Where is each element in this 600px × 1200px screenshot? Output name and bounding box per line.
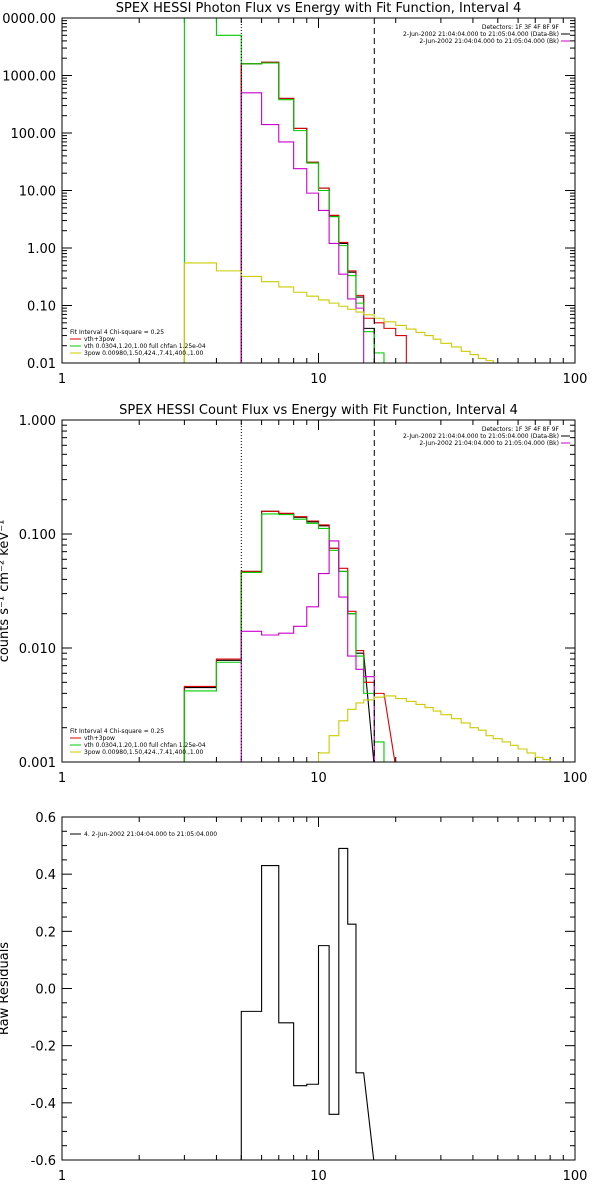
x-tick-label: 100 (563, 771, 588, 786)
x-tick-label: 1 (58, 771, 66, 786)
series-line-4 (240, 540, 375, 762)
y-tick-label: 0.2 (35, 925, 56, 940)
legend-label: vth+3pow (84, 735, 115, 742)
y-tick-label: 0.6 (35, 811, 56, 826)
y-tick-label: 100.00 (11, 127, 57, 142)
x-tick-label: 10 (310, 372, 327, 387)
y-axis-ticks: 0.01 0.10 1.00 10.00 100.00 1000.00 0000.00 (2, 12, 575, 372)
y-tick-label: 10.00 (19, 185, 56, 200)
y-axis-label: counts s⁻¹ cm⁻² keV⁻¹ (0, 520, 12, 663)
y-tick-label: 1000.00 (2, 70, 56, 85)
header-text: 2-Jun-2002 21:04:04.000 to 21:05:04.000 … (403, 31, 559, 38)
header-text: 2-Jun-2002 21:04:04.000 to 21:05:04.000 … (403, 433, 559, 440)
y-tick-label: 0000.00 (2, 12, 56, 27)
header-text: Detectors: 1F 3F 4F 8F 9F (482, 426, 560, 433)
chart-title: SPEX HESSI Photon Flux vs Energy with Fi… (116, 1, 522, 16)
legend-label: Fit Interval 4 Chi-square = 0.25 (70, 329, 164, 336)
legend-label: vth 0.0304,1.20,1.00 full chfan 1.25e-04 (84, 742, 206, 749)
legend-label: 4. 2-Jun-2002 21:04:04.000 to 21:05:04.0… (84, 831, 217, 838)
x-tick-label: 10 (310, 771, 327, 786)
series-line-3 (183, 18, 385, 363)
y-tick-label: 0.010 (19, 642, 56, 657)
legend: Fit Interval 4 Chi-square = 0.25vth+3pow… (70, 728, 206, 756)
y-tick-label: 0.4 (35, 868, 56, 883)
series-line-1 (183, 510, 375, 762)
series-line-4 (240, 92, 365, 363)
chart-panel-1: SPEX HESSI Photon Flux vs Energy with Fi… (2, 1, 587, 387)
legend: Fit Interval 4 Chi-square = 0.25vth+3pow… (70, 329, 206, 357)
plot-frame (61, 816, 576, 1161)
series-line-3 (183, 513, 385, 762)
chart-panel-3: Raw Residuals 1 10 100 -0.6 -0.4 -0.2 0.0 0.2 0.4… (0, 811, 587, 1184)
y-axis-ticks: -0.6 -0.4 -0.2 0.0 0.2 0.4 0.6 (31, 811, 575, 1169)
y-tick-label: 0.0 (35, 983, 56, 998)
series-group (183, 510, 558, 762)
y-axis-label: Raw Residuals (0, 942, 12, 1035)
x-tick-label: 1 (58, 372, 66, 387)
x-tick-label: 100 (563, 1169, 588, 1184)
y-tick-label: -0.6 (31, 1154, 56, 1169)
legend-label: 3pow 0.00980,1.50,424.,7.41,400.,1.00 (84, 350, 203, 357)
series-line-5 (183, 262, 494, 363)
legend-label: vth 0.0304,1.20,1.00 full chfan 1.25e-04 (84, 343, 206, 350)
x-axis-ticks: 1 10 100 (58, 817, 588, 1184)
legend-label: vth+3pow (84, 336, 115, 343)
x-tick-label: 100 (563, 372, 588, 387)
y-tick-label: 1.000 (19, 414, 56, 429)
y-tick-label: 0.10 (27, 300, 56, 315)
chart-panel-2: SPEX HESSI Count Flux vs Energy with Fit… (0, 403, 587, 786)
y-tick-label: 0.100 (19, 528, 56, 543)
y-tick-label: 1.00 (27, 242, 56, 257)
y-tick-label: 0.001 (19, 756, 56, 771)
y-tick-label: -0.2 (31, 1040, 56, 1055)
legend: 4. 2-Jun-2002 21:04:04.000 to 21:05:04.0… (70, 831, 217, 838)
series-group (240, 847, 375, 1160)
legend-label: 3pow 0.00980,1.50,424.,7.41,400.,1.00 (84, 749, 203, 756)
y-tick-label: 0.01 (27, 357, 56, 372)
header-text: 2-Jun-2002 21:04:04.000 to 21:05:04.000 … (419, 38, 559, 45)
chart-title: SPEX HESSI Count Flux vs Energy with Fit… (119, 403, 518, 418)
legend-label: Fit Interval 4 Chi-square = 0.25 (70, 728, 164, 735)
x-tick-label: 10 (310, 1169, 327, 1184)
header-text: 2-Jun-2002 21:04:04.000 to 21:05:04.000 … (419, 440, 559, 447)
y-axis-ticks: 0.001 0.010 0.100 1.000 (19, 414, 575, 771)
x-tick-label: 1 (58, 1169, 66, 1184)
series-group (183, 18, 494, 363)
series-line-2 (240, 61, 407, 363)
plot-frame (61, 17, 576, 364)
y-tick-label: -0.4 (31, 1097, 56, 1112)
series-line-5 (317, 695, 558, 762)
series-line-2 (183, 510, 396, 762)
series-line-1 (240, 847, 375, 1160)
plot-frame (61, 419, 576, 763)
header-text: Detectors: 1F 3F 4F 8F 9F (482, 24, 560, 31)
